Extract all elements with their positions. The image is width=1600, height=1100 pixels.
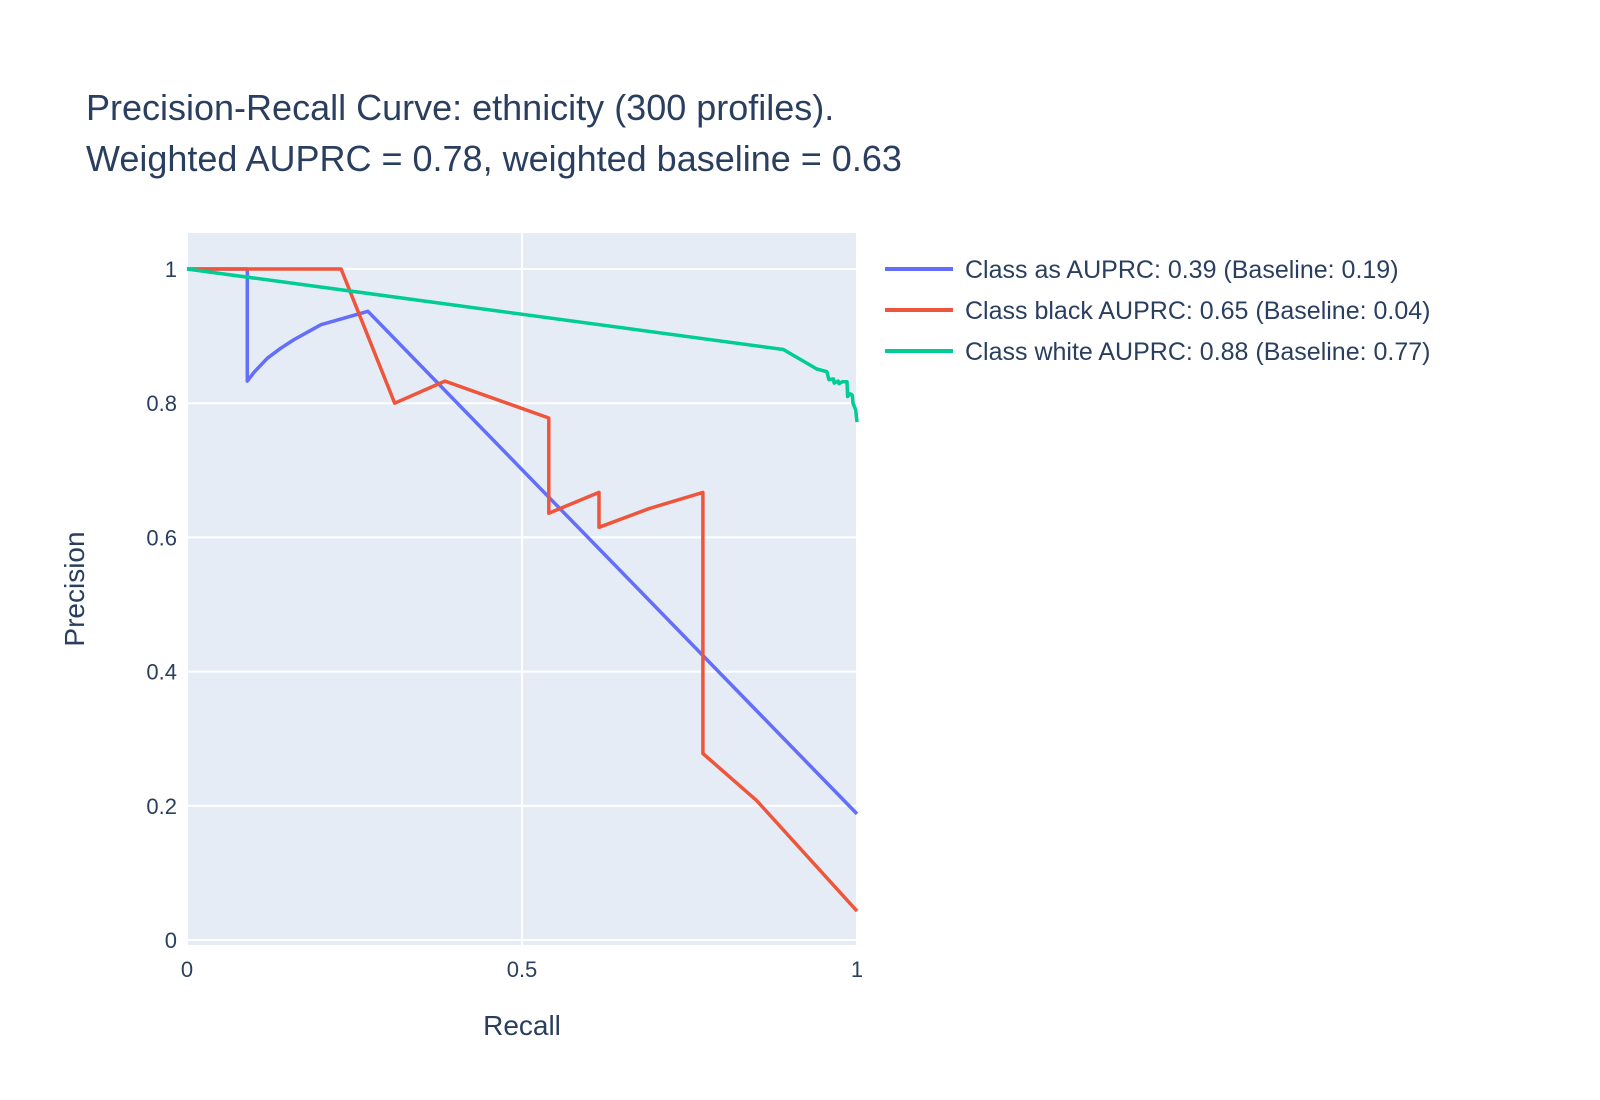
x-axis-title: Recall: [483, 1010, 561, 1041]
legend-label-0: Class as AUPRC: 0.39 (Baseline: 0.19): [965, 256, 1399, 284]
y-tick-label-3: 0.6: [146, 525, 177, 550]
y-axis-title: Precision: [59, 531, 90, 646]
legend: Class as AUPRC: 0.39 (Baseline: 0.19) Cla…: [885, 256, 1431, 366]
chart-title-line-2: Weighted AUPRC = 0.78, weighted baseline…: [86, 138, 902, 179]
x-tick-label-0: 0: [181, 957, 193, 982]
chart-title-line-1: Precision-Recall Curve: ethnicity (300 p…: [86, 87, 834, 128]
y-axis-ticks: 0 0.2 0.4 0.6 0.8 1: [146, 257, 177, 953]
x-axis-ticks: 0 0.5 1: [181, 957, 863, 982]
legend-label-1: Class black AUPRC: 0.65 (Baseline: 0.04): [965, 297, 1431, 325]
series-line-0: [187, 267, 859, 816]
grid-lines: [186, 233, 858, 945]
series-line-1: [187, 267, 859, 913]
y-tick-label-5: 1: [165, 257, 177, 282]
series-lines: [186, 267, 859, 913]
y-tick-label-1: 0.2: [146, 794, 177, 819]
series-line-2: [186, 267, 859, 423]
x-tick-label-2: 1: [851, 957, 863, 982]
legend-label-2: Class white AUPRC: 0.88 (Baseline: 0.77): [965, 338, 1431, 366]
x-tick-label-1: 0.5: [507, 957, 538, 982]
y-tick-label-4: 0.8: [146, 391, 177, 416]
y-tick-label-2: 0.4: [146, 660, 177, 685]
y-tick-label-0: 0: [165, 928, 177, 953]
